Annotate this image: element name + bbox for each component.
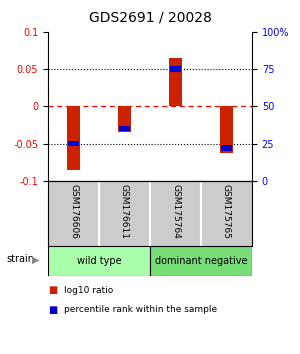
Text: ■: ■ — [48, 305, 57, 315]
Text: GSM176606: GSM176606 — [69, 184, 78, 239]
Text: wild type: wild type — [77, 256, 121, 266]
Text: ▶: ▶ — [32, 255, 39, 264]
Text: dominant negative: dominant negative — [155, 256, 247, 266]
Text: log10 ratio: log10 ratio — [64, 286, 114, 295]
Bar — [119, 126, 130, 131]
Text: GSM176611: GSM176611 — [120, 184, 129, 239]
Bar — [221, 145, 232, 151]
Text: GSM175764: GSM175764 — [171, 184, 180, 239]
Text: strain: strain — [6, 255, 34, 264]
Text: GDS2691 / 20028: GDS2691 / 20028 — [88, 11, 212, 25]
Text: ■: ■ — [48, 285, 57, 295]
Bar — [169, 58, 182, 106]
Bar — [118, 106, 131, 132]
Bar — [170, 67, 181, 72]
Bar — [68, 141, 79, 146]
Bar — [150, 246, 252, 276]
Bar — [220, 106, 233, 153]
Bar — [48, 246, 150, 276]
Bar — [67, 106, 80, 170]
Text: GSM175765: GSM175765 — [222, 184, 231, 239]
Text: percentile rank within the sample: percentile rank within the sample — [64, 305, 218, 314]
